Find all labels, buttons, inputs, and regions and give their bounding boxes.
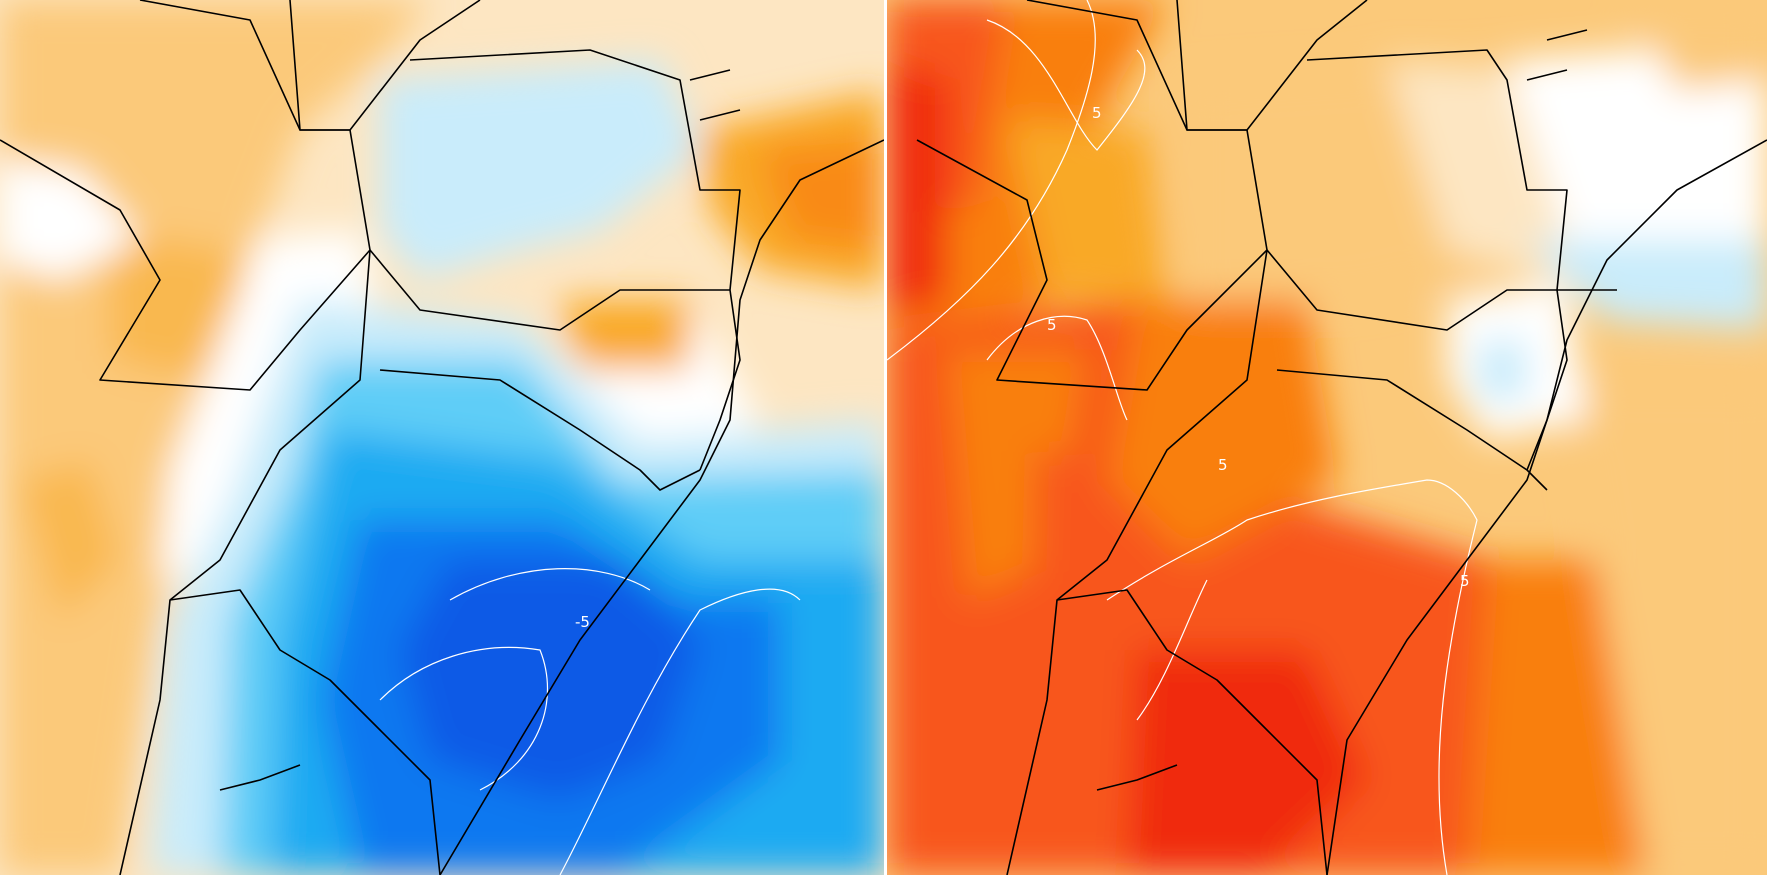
right-isoline [1106, 479, 1478, 875]
right-map-canvas: 5 5 5 5 [887, 0, 1767, 875]
panel-divider [884, 0, 887, 875]
right-border-north [1026, 0, 1368, 131]
right-coast-detail [1526, 29, 1588, 81]
right-anomaly-map: 5 5 5 5 [887, 0, 1767, 875]
left-lagoon [219, 764, 301, 791]
left-coastline [439, 139, 884, 875]
left-border-state1 [369, 249, 730, 331]
right-shaded-field [887, 0, 1767, 875]
left-border-state3 [379, 369, 701, 491]
left-anomaly-map: -5 [0, 0, 884, 875]
left-isoline [449, 568, 651, 601]
left-contour-label: -5 [575, 613, 590, 631]
left-coast-detail [689, 69, 741, 121]
left-isoline [559, 588, 801, 875]
left-border-north [139, 0, 481, 131]
right-isoline [1136, 579, 1208, 721]
right-contour-label: 5 [1218, 456, 1228, 474]
right-border-state2 [1306, 49, 1568, 471]
left-border-state2 [409, 49, 741, 471]
right-isoline [986, 315, 1128, 421]
right-border-uruguay [1056, 589, 1328, 875]
right-contour-label: 5 [1460, 572, 1470, 590]
right-border-state1 [1266, 249, 1617, 331]
left-isoline [379, 646, 548, 791]
left-border-argentina [119, 249, 371, 875]
right-isoline [887, 0, 1096, 361]
right-lagoon [1096, 764, 1178, 791]
right-border-state3 [1276, 369, 1548, 491]
right-coastline [1326, 139, 1767, 875]
right-isoline [986, 19, 1146, 151]
left-shaded-field [0, 0, 884, 875]
right-contour-label: 5 [1047, 316, 1057, 334]
right-contour-label: 5 [1092, 104, 1102, 122]
left-map-canvas: -5 [0, 0, 884, 875]
left-border-uruguay [169, 589, 441, 875]
right-border-argentina [1006, 249, 1268, 875]
